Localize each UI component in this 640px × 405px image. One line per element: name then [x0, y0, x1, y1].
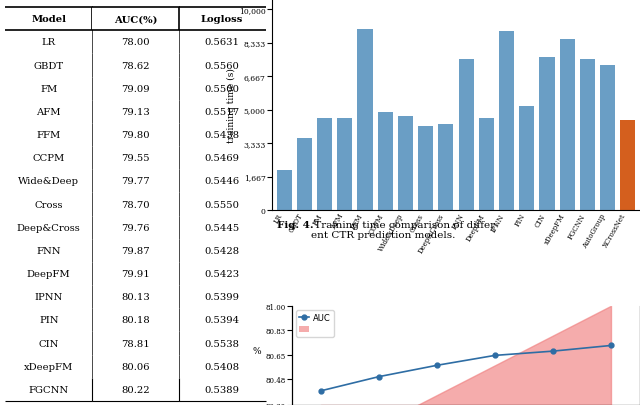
Bar: [479, 118, 494, 211]
Y-axis label: training time (s): training time (s): [227, 68, 236, 143]
Bar: [317, 118, 332, 211]
Bar: [519, 106, 534, 211]
Bar: [378, 112, 393, 211]
Bar: [458, 60, 474, 211]
Bar: [600, 66, 615, 211]
Text: Fig. 4.: Fig. 4.: [277, 220, 314, 229]
Bar: [438, 124, 454, 211]
Bar: [559, 40, 575, 211]
Bar: [337, 118, 353, 211]
Text: Training time comparison of differ-
ent CTR prediction models.: Training time comparison of differ- ent …: [310, 220, 498, 240]
Bar: [398, 116, 413, 211]
Bar: [418, 126, 433, 211]
Bar: [297, 139, 312, 211]
Bar: [499, 32, 514, 211]
Bar: [276, 171, 292, 211]
Bar: [580, 60, 595, 211]
Bar: [357, 30, 372, 211]
Bar: [540, 58, 555, 211]
Bar: [620, 120, 636, 211]
